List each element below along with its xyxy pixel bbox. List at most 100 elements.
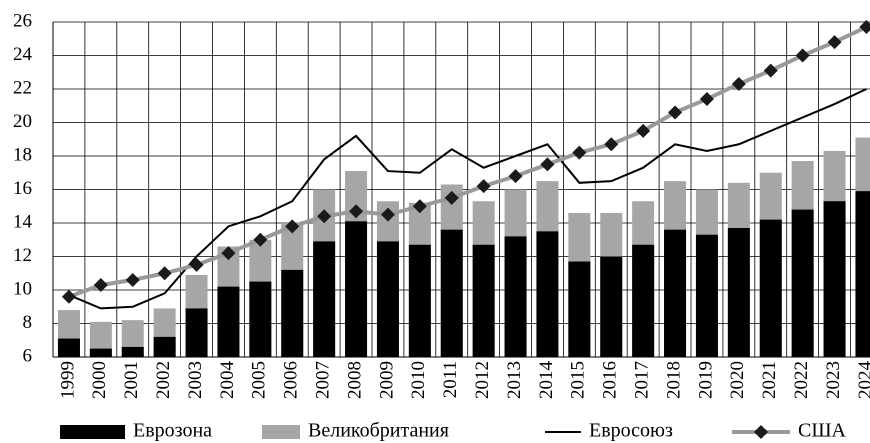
marker	[157, 266, 172, 281]
marker	[763, 63, 778, 78]
marker	[380, 207, 395, 222]
y-tick-label: 24	[13, 44, 33, 65]
legend-label: Великобритания	[308, 420, 449, 442]
bar	[249, 281, 272, 357]
x-tick-label: 2008	[344, 361, 365, 399]
x-tick-label: 2021	[759, 361, 780, 399]
y-tick-label: 26	[13, 10, 32, 31]
marker	[61, 289, 76, 304]
x-tick-label: 2024	[855, 361, 870, 400]
x-tick-label: 2006	[281, 361, 302, 399]
x-tick-label: 2001	[121, 361, 142, 399]
marker	[572, 145, 587, 160]
bar	[855, 191, 870, 357]
y-tick-label: 16	[13, 178, 32, 199]
legend: Еврозона Великобритания Евросоюз США	[60, 420, 847, 442]
x-tick-label: 2012	[472, 361, 493, 399]
line	[68, 25, 868, 299]
x-tick-label: 2011	[440, 361, 461, 398]
marker	[731, 76, 746, 91]
x-tick-label: 2009	[376, 361, 397, 399]
marker	[125, 272, 140, 287]
bar	[472, 244, 495, 357]
marker	[540, 157, 555, 172]
x-tick-label: 2013	[504, 361, 525, 399]
bar	[89, 348, 112, 357]
marker	[827, 35, 842, 50]
bar	[536, 231, 559, 357]
legend-label: США	[798, 420, 847, 442]
x-tick-label: 2004	[217, 361, 238, 400]
marker	[604, 137, 619, 152]
bar	[89, 321, 112, 357]
x-tick-label: 2005	[249, 361, 270, 399]
marker	[93, 277, 108, 292]
x-tick-label: 2003	[185, 361, 206, 399]
bar	[408, 244, 431, 357]
marker	[859, 20, 870, 35]
legend-swatch	[60, 425, 125, 439]
x-tick-label: 2000	[89, 361, 110, 399]
marker	[189, 257, 204, 272]
bar	[791, 209, 814, 357]
x-tick-label: 2015	[568, 361, 589, 399]
marker	[253, 232, 268, 247]
bar	[121, 346, 144, 357]
x-tick-label: 2019	[695, 361, 716, 399]
marker	[317, 209, 332, 224]
x-tick-label: 2002	[153, 361, 174, 399]
marker	[285, 219, 300, 234]
bar	[695, 234, 718, 357]
bar	[185, 308, 208, 357]
marker	[699, 92, 714, 107]
marker	[349, 204, 364, 219]
bar	[664, 229, 687, 357]
marker	[476, 179, 491, 194]
x-tick-label: 2018	[663, 361, 684, 399]
x-tick-label: 2022	[791, 361, 812, 399]
y-tick-label: 12	[13, 245, 32, 266]
y-tick-label: 8	[23, 312, 33, 333]
marker	[795, 48, 810, 63]
line	[68, 88, 867, 310]
legend-label: Еврозона	[133, 420, 212, 442]
marker	[412, 199, 427, 214]
bar	[57, 338, 80, 357]
y-tick-label: 18	[13, 144, 32, 165]
bar	[823, 201, 846, 357]
x-tick-label: 2007	[313, 361, 334, 399]
x-tick-label: 2010	[408, 361, 429, 399]
x-tick-label: 2016	[600, 361, 621, 399]
x-tick-label: 2020	[727, 361, 748, 399]
marker	[636, 123, 651, 138]
legend-label: Евросоюз	[589, 420, 673, 442]
bar	[281, 269, 304, 357]
x-tick-label: 2023	[823, 361, 844, 399]
bar	[313, 241, 336, 357]
bar	[440, 229, 463, 357]
bar	[376, 241, 399, 357]
bar	[727, 228, 750, 357]
legend-swatch	[262, 425, 300, 439]
y-tick-label: 14	[13, 211, 33, 232]
bar	[568, 261, 591, 357]
marker	[221, 246, 236, 261]
marker	[668, 105, 683, 120]
x-tick-label: 2014	[536, 361, 557, 400]
bar	[759, 219, 782, 357]
bar	[632, 244, 655, 357]
bar	[504, 236, 527, 357]
x-tick-label: 2017	[632, 361, 653, 399]
bar	[600, 256, 623, 357]
legend-marker	[754, 425, 768, 439]
x-tick-label: 1999	[57, 361, 78, 399]
y-tick-label: 20	[13, 111, 32, 132]
marker	[444, 190, 459, 205]
bar	[153, 336, 176, 357]
bar	[345, 221, 368, 357]
y-tick-label: 6	[23, 345, 33, 366]
y-tick-label: 22	[13, 77, 32, 98]
y-tick-label: 10	[13, 278, 32, 299]
bar	[217, 286, 240, 357]
